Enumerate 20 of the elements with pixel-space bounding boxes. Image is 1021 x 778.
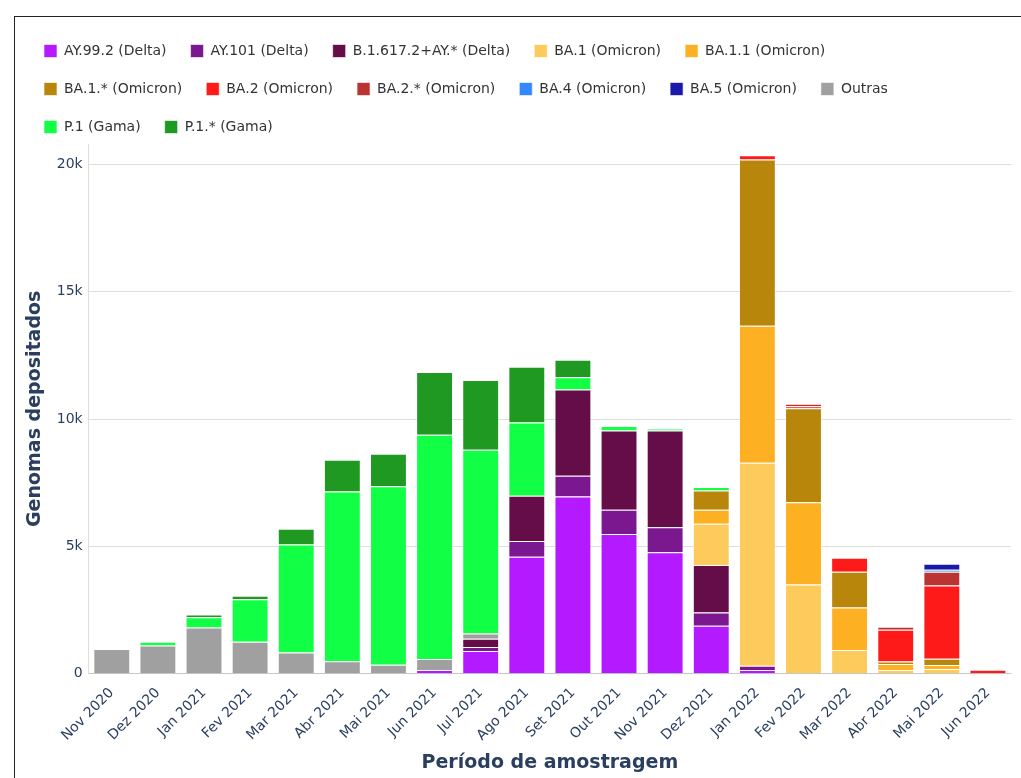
legend-label: Outras xyxy=(840,79,888,96)
x-axis-title: Período de amostragem xyxy=(421,749,679,772)
legend-label: AY.101 (Delta) xyxy=(210,41,309,58)
legend-label: BA.2.* (Omicron) xyxy=(377,79,496,96)
legend-label: BA.5 (Omicron) xyxy=(690,79,797,96)
legend-label: BA.4 (Omicron) xyxy=(539,79,647,96)
legend-label: P.1.* (Gama) xyxy=(184,117,273,134)
legend-label: P.1 (Gama) xyxy=(64,117,141,134)
legend-label: BA.1 (Omicron) xyxy=(554,41,662,58)
y-tick-label: 0 xyxy=(73,664,83,681)
legend-label: AY.99.2 (Delta) xyxy=(64,41,167,58)
y-tick-label: 10k xyxy=(56,409,84,426)
legend-label: BA.1.* (Omicron) xyxy=(64,79,183,96)
y-tick-label: 20k xyxy=(56,155,84,172)
y-tick-label: 15k xyxy=(56,282,84,299)
y-axis-title: Genomas depositados xyxy=(22,290,45,528)
legend-label: BA.1.1 (Omicron) xyxy=(705,41,826,58)
legend-label: BA.2 (Omicron) xyxy=(226,79,334,96)
y-tick-label: 5k xyxy=(65,536,84,553)
legend-label: B.1.617.2+AY.* (Delta) xyxy=(352,41,511,58)
